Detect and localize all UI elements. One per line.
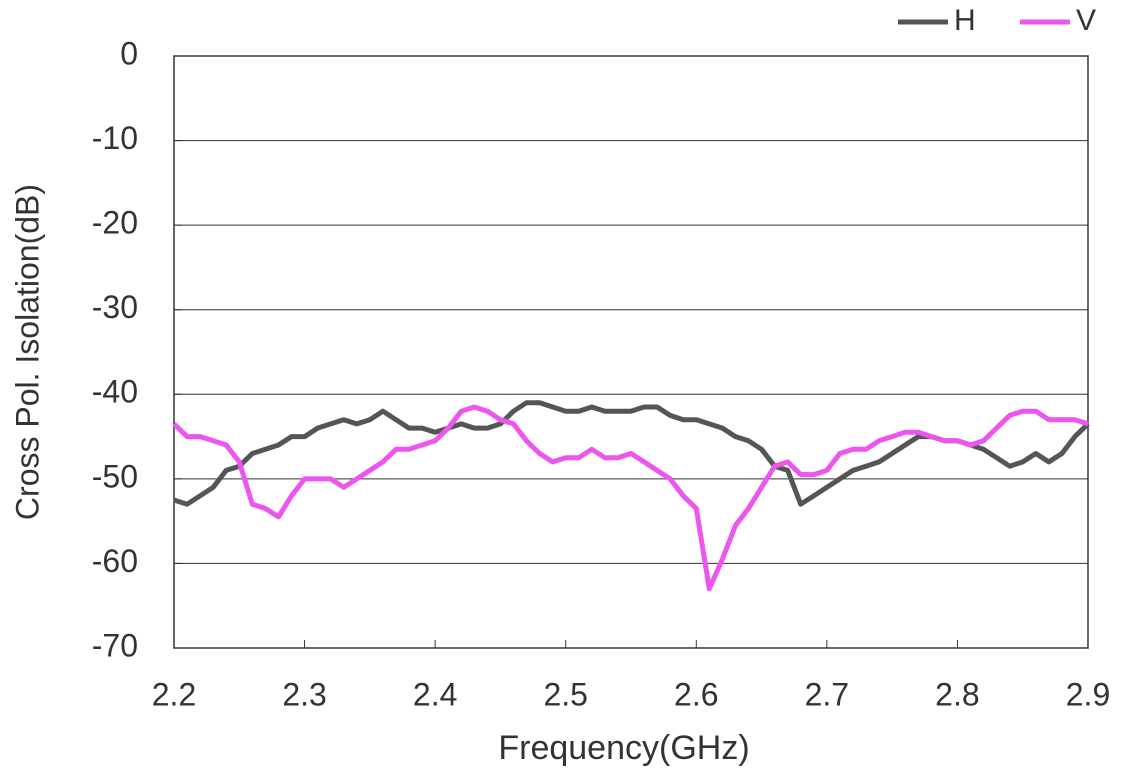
y-tick-label: -10 [92,120,138,156]
x-tick-label: 2.2 [152,676,196,712]
legend-label: H [954,4,976,37]
x-tick-label: 2.4 [413,676,457,712]
x-axis-label: Frequency(GHz) [498,729,749,767]
plot-frame [173,55,1089,649]
y-tick-label: -70 [92,627,138,663]
x-tick-label: 2.9 [1066,676,1110,712]
y-tick-label: -20 [92,205,138,241]
x-tick-label: 2.7 [805,676,849,712]
x-tick-label: 2.8 [935,676,979,712]
y-tick-label: -50 [92,458,138,494]
y-axis-label: Cross Pol. Isolation(dB) [9,184,45,520]
legend-label: V [1076,4,1096,37]
y-tick-label: -60 [92,543,138,579]
series-line [172,404,1089,592]
x-tick-label: 2.3 [282,676,326,712]
y-tick-label: 0 [120,35,138,71]
x-tick-label: 2.6 [674,676,718,712]
y-tick-label: -30 [92,289,138,325]
y-tick-label: -40 [92,374,138,410]
x-tick-label: 2.5 [543,676,587,712]
